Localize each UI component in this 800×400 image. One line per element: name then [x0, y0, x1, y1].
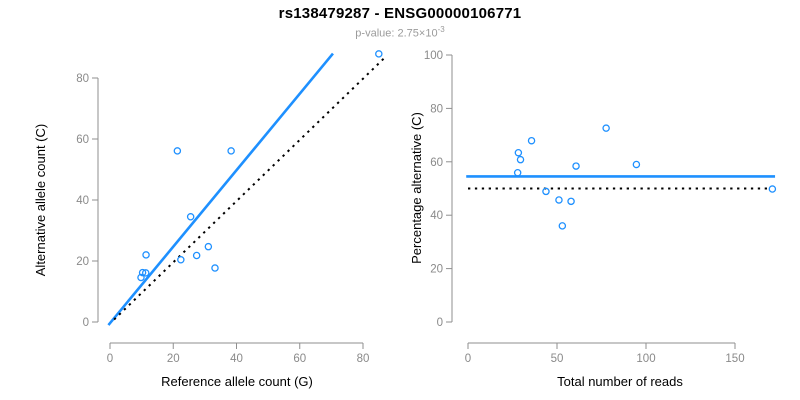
y-tick-label: 80 [430, 103, 443, 115]
y-axis-label: Alternative allele count (C) [33, 124, 48, 276]
data-point [375, 50, 383, 58]
data-point [555, 196, 563, 204]
data-point [186, 213, 195, 221]
y-tick-label: 100 [424, 50, 443, 62]
x-tick-label: 60 [293, 353, 306, 365]
data-point [572, 162, 580, 170]
data-point [138, 268, 147, 277]
y-tick-label: 60 [430, 157, 443, 169]
identity-line [113, 55, 388, 321]
y-tick-label: 40 [430, 210, 443, 222]
x-tick-label: 0 [465, 353, 471, 365]
x-tick-label: 20 [167, 353, 180, 365]
y-tick-label: 20 [76, 256, 89, 268]
data-point [142, 251, 150, 259]
pvalue-prefix: p-value: [355, 27, 398, 40]
y-tick-label: 40 [76, 195, 89, 207]
y-tick-label: 80 [76, 73, 89, 85]
x-axis-label: Total number of reads [557, 374, 683, 389]
regression-line [107, 52, 334, 326]
data-point [137, 273, 145, 282]
percentage-alternative-scatter: 0 50 100 150 0 20 40 60 80 100 Total number of rea… [409, 50, 777, 389]
x-tick-label: 0 [107, 353, 113, 365]
data-point [204, 242, 213, 251]
data-point [516, 155, 525, 164]
data-point [602, 124, 610, 132]
pvalue-exponent: -3 [437, 25, 445, 34]
data-point [192, 251, 201, 260]
data-point [527, 136, 536, 145]
pvalue-subtitle: p-value: 2.75×10-3 [0, 25, 800, 40]
allele-counts-scatter: 0 20 40 60 80 0 20 40 60 80 Reference allele count… [33, 50, 388, 389]
data-point [211, 264, 219, 272]
pvalue-base: 2.75×10 [397, 27, 438, 40]
data-point [141, 269, 150, 277]
data-point [173, 147, 182, 155]
x-tick-label: 100 [636, 353, 655, 365]
data-point [177, 256, 185, 264]
data-point [542, 187, 550, 196]
y-tick-label: 60 [76, 134, 89, 146]
data-point [558, 222, 567, 230]
y-tick-label: 0 [83, 317, 89, 329]
figure-title: rs138479287 - ENSG00000106771 [278, 5, 522, 22]
x-tick-label: 40 [230, 353, 243, 365]
data-point [632, 160, 641, 169]
x-tick-label: 150 [725, 353, 744, 365]
data-point [513, 168, 522, 177]
data-point [227, 147, 235, 155]
data-point [514, 148, 523, 157]
x-tick-label: 80 [357, 353, 370, 365]
x-tick-label: 50 [551, 353, 564, 365]
y-axis-label: Percentage alternative (C) [409, 112, 424, 264]
x-axis-label: Reference allele count (G) [161, 374, 313, 389]
y-tick-label: 0 [437, 317, 443, 329]
data-point [768, 185, 777, 193]
y-tick-label: 20 [430, 264, 443, 276]
data-point [567, 197, 575, 206]
